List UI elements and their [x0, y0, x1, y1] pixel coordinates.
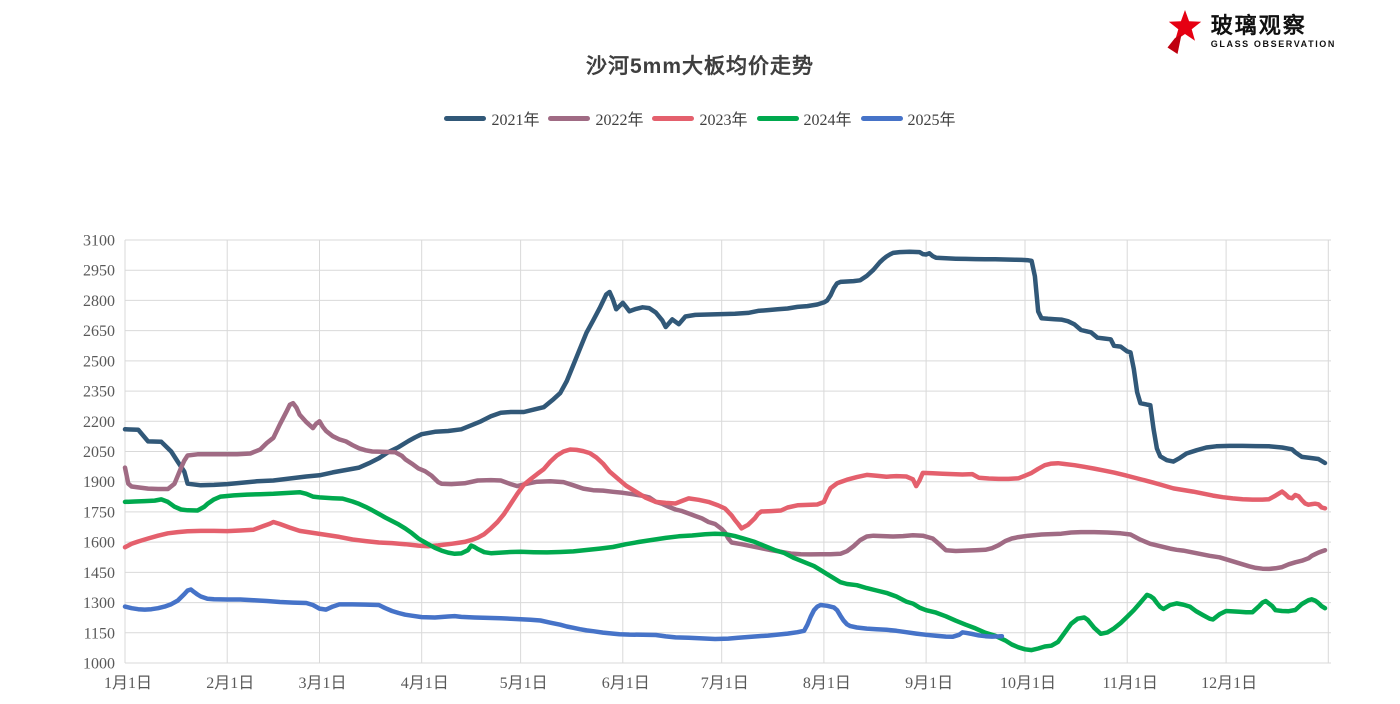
brand-text: 玻璃观察 GLASS OBSERVATION: [1211, 15, 1336, 49]
y-tick-label-1300: 1300: [83, 595, 115, 612]
y-tick-label-1000: 1000: [83, 656, 115, 673]
x-tick-label-4月1日: 4月1日: [401, 675, 449, 692]
legend-label: 2023年: [699, 112, 748, 129]
legend-label: 2025年: [907, 112, 956, 129]
x-tick-label-1月1日: 1月1日: [104, 675, 152, 692]
series-line-2024年: [122, 489, 1328, 653]
legend-label: 2021年: [491, 112, 540, 129]
x-tick-label-10月1日: 10月1日: [1000, 675, 1056, 692]
y-tick-label-3100: 3100: [83, 233, 115, 250]
y-tick-label-2650: 2650: [83, 323, 115, 340]
legend-item-2025年: 2025年: [860, 106, 956, 130]
series-line-2022年: [122, 400, 1328, 572]
legend-swatch-2022年: [548, 115, 591, 121]
legend-item-2022年: 2022年: [548, 106, 643, 130]
x-tick-label-7月1日: 7月1日: [701, 675, 749, 692]
brand-logo: 玻璃观察 GLASS OBSERVATION: [1161, 8, 1336, 56]
x-tick-label-2月1日: 2月1日: [206, 675, 254, 692]
brand-name-en: GLASS OBSERVATION: [1210, 39, 1336, 49]
x-tick-label-6月1日: 6月1日: [602, 675, 650, 692]
series-line-2021年: [122, 249, 1328, 488]
y-tick-label-2800: 2800: [83, 293, 115, 310]
x-tick-label-5月1日: 5月1日: [500, 675, 548, 692]
y-tick-label-2200: 2200: [83, 414, 115, 431]
legend-swatch-2024年: [756, 115, 799, 121]
y-tick-label-2500: 2500: [83, 353, 115, 370]
x-tick-label-12月1日: 12月1日: [1201, 675, 1257, 692]
legend-item-2021年: 2021年: [444, 106, 539, 130]
brand-name-cn: 玻璃观察: [1210, 13, 1307, 38]
y-tick-label-1900: 1900: [83, 474, 115, 491]
legend-item-2024年: 2024年: [756, 106, 852, 130]
chart-legend: 2021年 2022年 2023年 2024年 2025年: [0, 106, 1400, 130]
y-tick-label-1750: 1750: [83, 504, 115, 521]
x-tick-label-8月1日: 8月1日: [803, 675, 851, 692]
chart-title: 沙河5mm大板均价走势: [585, 55, 815, 78]
y-tick-label-1600: 1600: [83, 535, 115, 552]
y-tick-label-1150: 1150: [84, 625, 115, 642]
y-tick-label-2050: 2050: [83, 444, 115, 461]
y-tick-label-1450: 1450: [83, 565, 115, 582]
legend-label: 2024年: [803, 112, 852, 129]
x-tick-label-11月1日: 11月1日: [1102, 675, 1157, 692]
series-line-2023年: [122, 447, 1328, 550]
brand-star-icon: [1167, 10, 1201, 54]
legend-swatch-2023年: [652, 115, 695, 121]
x-tick-label-9月1日: 9月1日: [905, 675, 953, 692]
legend-item-2023年: 2023年: [652, 106, 748, 130]
legend-swatch-2025年: [860, 115, 903, 121]
legend-label: 2022年: [595, 112, 644, 129]
legend-swatch-2021年: [444, 115, 487, 121]
series-line-2025年: [122, 587, 1005, 642]
y-tick-label-2950: 2950: [83, 263, 115, 280]
x-tick-label-3月1日: 3月1日: [298, 675, 346, 692]
y-tick-label-2350: 2350: [83, 384, 115, 401]
